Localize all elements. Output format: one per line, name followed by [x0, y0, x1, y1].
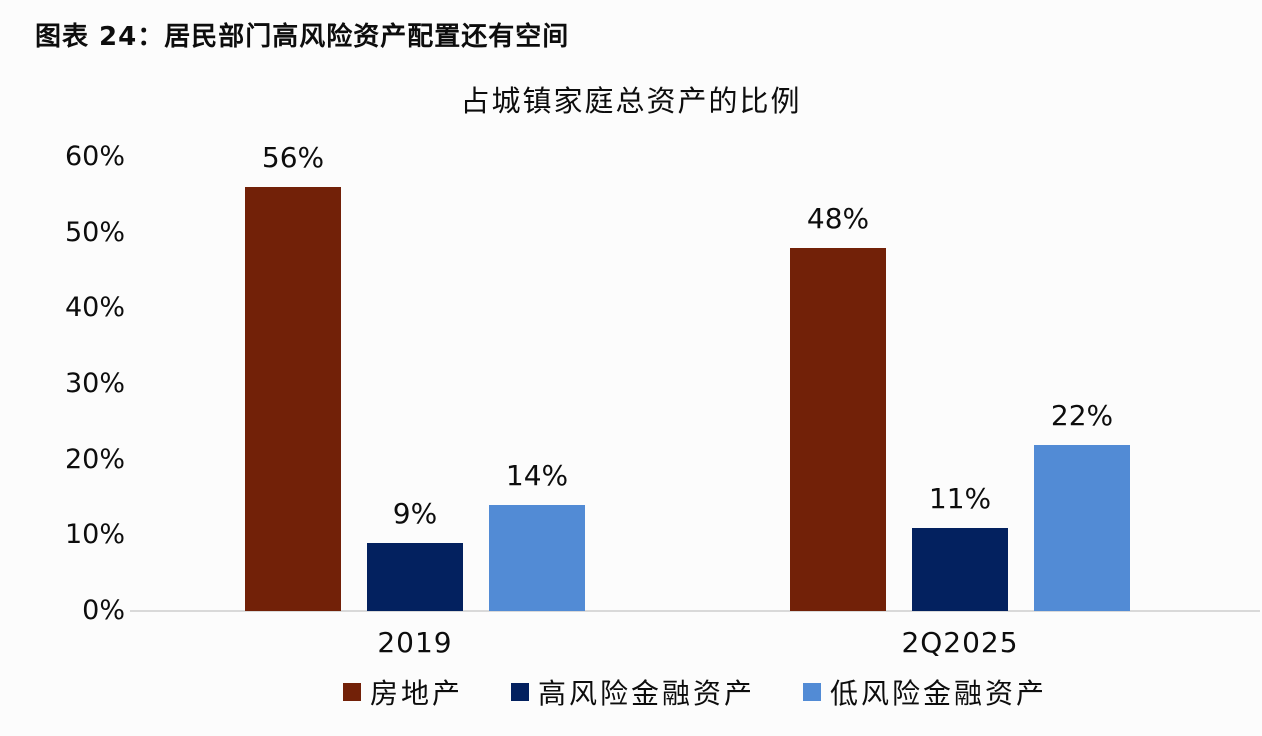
bar-value-label: 22%	[1050, 399, 1114, 432]
bar-value-label: 48%	[806, 202, 870, 235]
y-axis-tick-label: 30%	[64, 368, 125, 399]
bar-2Q2025-房地产	[790, 248, 886, 611]
bar-value-label: 14%	[505, 459, 569, 492]
legend-item-高风险金融资产: 高风险金融资产	[510, 672, 755, 712]
legend-label: 房地产	[369, 677, 463, 710]
legend-item-低风险金融资产: 低风险金融资产	[803, 672, 1047, 712]
bar-value-label: 9%	[392, 497, 438, 530]
legend-label: 低风险金融资产	[830, 677, 1048, 710]
y-axis-tick-label: 40%	[64, 292, 125, 324]
x-axis-category-label: 2019	[377, 626, 453, 659]
chart-title: 占城镇家庭总资产的比例	[460, 84, 802, 118]
legend-swatch-icon	[803, 683, 821, 701]
legend-label: 高风险金融资产	[537, 677, 755, 710]
y-axis-tick-label: 0%	[82, 595, 125, 626]
bar-value-label: 11%	[928, 482, 992, 515]
y-axis-tick-label: 20%	[64, 443, 125, 475]
bar-2019-房地产	[245, 187, 341, 611]
bar-2Q2025-高风险金融资产	[912, 528, 1008, 611]
legend-swatch-icon	[510, 683, 529, 701]
legend-item-房地产: 房地产	[342, 672, 463, 712]
bar-value-label: 56%	[261, 141, 325, 174]
x-axis-line	[130, 610, 1260, 612]
bar-2019-高风险金融资产	[367, 543, 463, 611]
bar-2019-低风险金融资产	[489, 505, 585, 611]
figure-caption: 图表 24：居民部门高风险资产配置还有空间	[35, 22, 570, 52]
y-axis-tick-label: 50%	[64, 216, 125, 248]
legend: 房地产 高风险金融资产 低风险金融资产	[130, 672, 1260, 712]
x-axis-category-label: 2Q2025	[901, 626, 1019, 659]
legend-swatch-icon	[342, 683, 361, 701]
bar-2Q2025-低风险金融资产	[1034, 445, 1130, 611]
y-axis-tick-label: 10%	[64, 519, 125, 551]
y-axis-tick-label: 60%	[64, 141, 125, 172]
